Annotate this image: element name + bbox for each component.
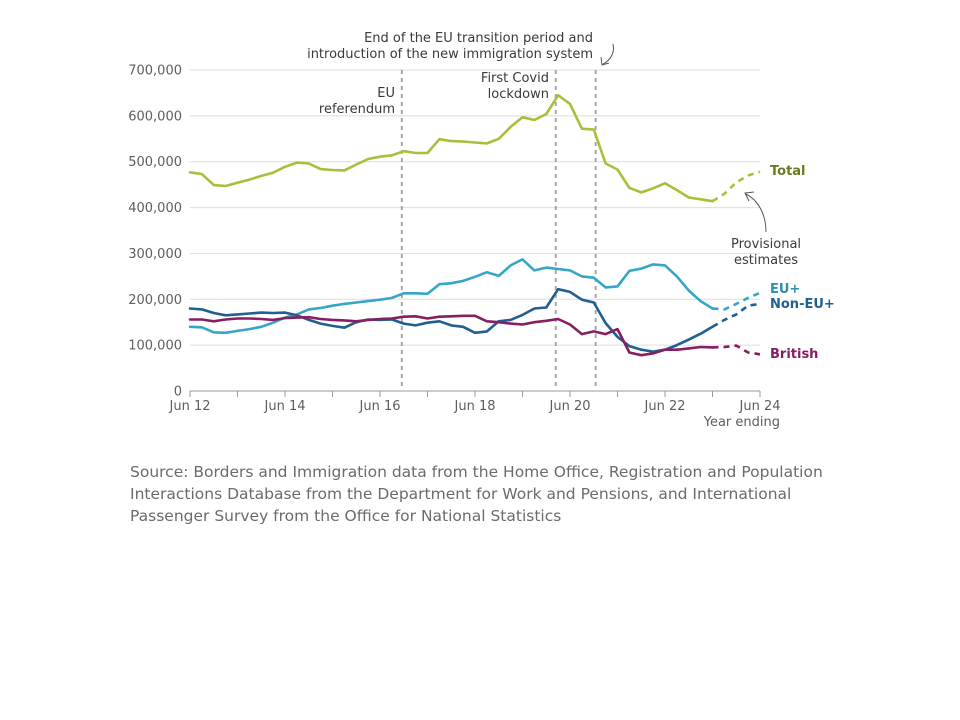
series-provisional-british — [712, 344, 761, 356]
event-label: End of the EU transition period and — [364, 31, 593, 46]
x-tick-label: Jun 20 — [549, 399, 591, 414]
x-axis-title: Year ending — [703, 415, 780, 430]
line-chart: 0 100,000 200,000 300,000 400,000 500,000 600,… — [128, 31, 835, 431]
event-arrow-icon — [602, 43, 614, 65]
x-tick-label: Jun 24 — [739, 399, 781, 414]
series-provisional-total — [711, 170, 761, 203]
series-label: Non-EU+ — [770, 297, 835, 312]
y-tick-label: 700,000 — [128, 64, 182, 79]
event-label: introduction of the new immigration syst… — [307, 47, 593, 62]
event-label: EU — [377, 86, 395, 101]
event-arrowhead-icon — [600, 56, 610, 66]
gridlines — [190, 69, 760, 346]
event-markers — [400, 70, 597, 389]
source-note: Source: Borders and Immigration data fro… — [130, 463, 823, 525]
series-label: British — [770, 347, 818, 362]
series-label: EU+ — [770, 282, 800, 297]
y-tick-label: 400,000 — [128, 201, 182, 216]
x-tick-label: Jun 14 — [264, 399, 306, 414]
y-tick-label: 600,000 — [128, 109, 182, 124]
y-tick-label: 200,000 — [128, 293, 182, 308]
series-lines — [188, 93, 761, 357]
series-provisional-non-eu — [711, 302, 761, 328]
y-tick-label: 100,000 — [128, 339, 182, 354]
series-line-total — [188, 93, 714, 203]
series-line-british — [188, 314, 714, 357]
x-tick-label: Jun 16 — [359, 399, 401, 414]
event-label: referendum — [319, 102, 395, 117]
x-tick-label: Jun 12 — [169, 399, 211, 414]
y-tick-label: 300,000 — [128, 247, 182, 262]
series-line-eu — [188, 258, 714, 335]
x-tick-label: Jun 18 — [454, 399, 496, 414]
provisional-label: estimates — [734, 253, 798, 268]
y-tick-label: 0 — [174, 385, 182, 400]
provisional-arrow-icon — [745, 193, 767, 233]
provisional-arrowhead-icon — [744, 191, 755, 202]
x-tick-label: Jun 22 — [644, 399, 686, 414]
series-labels: Total EU+Non-EU+ British — [770, 164, 835, 362]
series-label: Total — [770, 164, 806, 179]
event-label: First Covid — [481, 71, 549, 86]
axes: 0 100,000 200,000 300,000 400,000 500,000 600,… — [128, 64, 780, 431]
provisional-label: Provisional — [731, 237, 801, 252]
series-provisional-eu — [712, 291, 761, 311]
event-label: lockdown — [488, 87, 549, 102]
y-tick-label: 500,000 — [128, 155, 182, 170]
